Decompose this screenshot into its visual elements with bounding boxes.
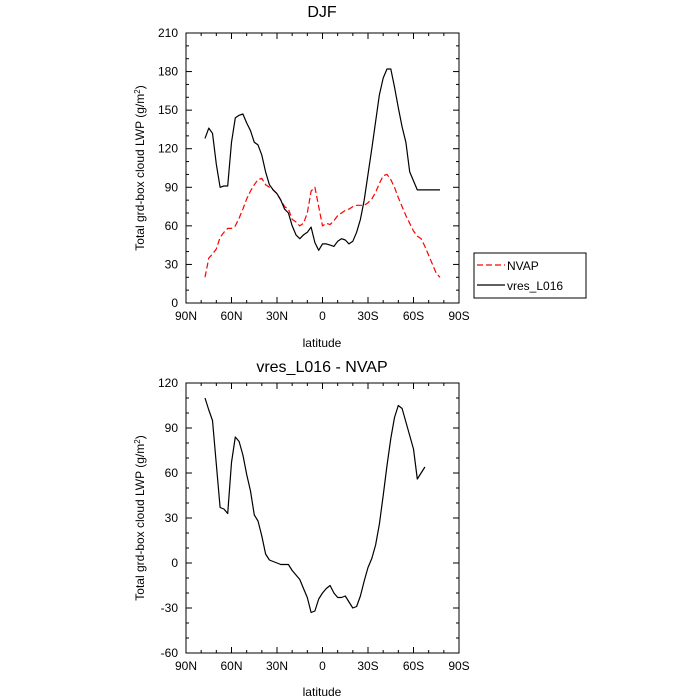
- panel-top: DJF 90N 60N 30N 0 30S 60S 90S 0 30 60 90 120 150 180…: [133, 4, 587, 350]
- plot-frame: [185, 382, 460, 654]
- y-tick-label: 120: [158, 142, 178, 156]
- y-tick-label: 60: [165, 466, 179, 480]
- x-axis-label: latitude: [303, 685, 342, 699]
- x-tick-label: 0: [319, 309, 326, 323]
- plot-frame: [185, 32, 460, 304]
- series-lines: [204, 68, 441, 278]
- x-axis-label: latitude: [303, 336, 342, 350]
- x-tick-label: 60S: [403, 659, 424, 673]
- legend-label-vres: vres_L016: [507, 279, 563, 293]
- x-tick-label: 60N: [220, 659, 242, 673]
- x-tick-label: 30S: [357, 309, 378, 323]
- x-axis: 90N 60N 30N 0 30S 60S 90S: [175, 33, 470, 323]
- x-tick-label: 30N: [266, 659, 288, 673]
- legend-box: [473, 252, 587, 299]
- y-tick-label: 120: [158, 376, 178, 390]
- y-tick-label: 180: [158, 65, 178, 79]
- series-line-vres-l016: [204, 68, 440, 251]
- chart-title: vres_L016 - NVAP: [256, 359, 387, 376]
- x-tick-label: 90N: [175, 659, 197, 673]
- legend: NVAP vres_L016: [473, 252, 587, 299]
- panel-bottom: vres_L016 - NVAP 90N 60N 30N 0 30S 60S 90S -60…: [133, 359, 470, 699]
- legend-label-nvap: NVAP: [507, 259, 539, 273]
- series-line-vres-l016-nvap: [204, 397, 426, 614]
- y-tick-label: 30: [165, 511, 179, 525]
- y-tick-label: 60: [165, 219, 179, 233]
- y-tick-label: 90: [165, 421, 179, 435]
- y-axis-label: Total grd-box cloud LWP (g/m2): [133, 85, 147, 250]
- series-lines: [204, 397, 426, 614]
- x-tick-label: 60S: [403, 309, 424, 323]
- y-tick-label: 0: [171, 556, 178, 570]
- y-axis: -60 -30 0 30 60 90 120: [158, 376, 459, 660]
- x-tick-label: 30S: [357, 659, 378, 673]
- y-tick-label: -60: [161, 646, 179, 660]
- x-tick-label: 60N: [220, 309, 242, 323]
- y-tick-label: 30: [165, 257, 179, 271]
- y-tick-label: 150: [158, 103, 178, 117]
- chart-title: DJF: [307, 4, 337, 21]
- series-line-nvap: [204, 173, 441, 278]
- x-tick-label: 0: [319, 659, 326, 673]
- y-tick-label: -30: [161, 601, 179, 615]
- y-tick-label: 0: [171, 296, 178, 310]
- x-tick-label: 30N: [266, 309, 288, 323]
- y-axis-label: Total grd-box cloud LWP (g/m2): [133, 435, 147, 600]
- y-axis: 0 30 60 90 120 150 180 210: [158, 26, 459, 310]
- y-tick-label: 90: [165, 180, 179, 194]
- x-tick-label: 90N: [175, 309, 197, 323]
- x-tick-label: 90S: [448, 659, 469, 673]
- x-tick-label: 90S: [448, 309, 469, 323]
- y-tick-label: 210: [158, 26, 178, 40]
- x-axis: 90N 60N 30N 0 30S 60S 90S: [175, 383, 470, 673]
